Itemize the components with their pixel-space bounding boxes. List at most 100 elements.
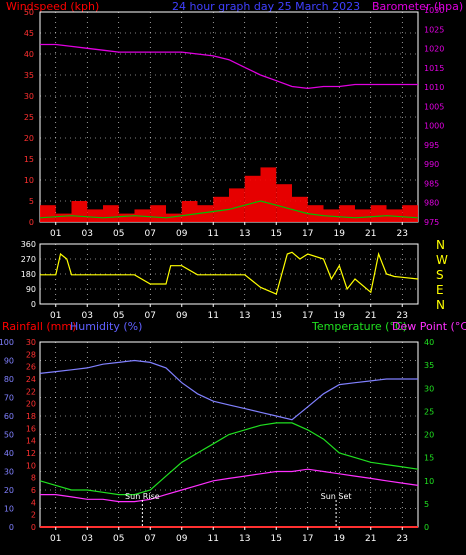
- rain-y-tick: 18: [26, 412, 36, 421]
- baro-y-tick: 1015: [424, 64, 444, 73]
- rain-y-tick: 12: [26, 449, 36, 458]
- windspeed-bar: [213, 196, 229, 222]
- x-tick-label: 17: [302, 311, 313, 321]
- windspeed-bar: [71, 201, 88, 222]
- humidity-y-tick: 90: [4, 357, 14, 366]
- wind-y-tick: 30: [24, 92, 34, 101]
- rain-y-tick: 22: [26, 387, 36, 396]
- plot-frame: [39, 243, 419, 305]
- x-tick-label: 09: [176, 534, 188, 544]
- wind-y-tick: 15: [24, 155, 34, 164]
- rain-y-tick: 2: [31, 511, 36, 520]
- baro-y-tick: 1025: [424, 25, 444, 34]
- wind-direction-line: [40, 251, 419, 295]
- baro-y-tick: 980: [424, 199, 439, 208]
- x-tick-label: 07: [145, 229, 156, 239]
- x-tick-label: 19: [334, 534, 346, 544]
- windspeed-bar: [276, 184, 292, 222]
- baro-y-tick: 995: [424, 141, 439, 150]
- direction-y-tick: 0: [31, 300, 36, 309]
- dewpoint-axis-label: Dew Point (°C): [392, 320, 466, 333]
- x-tick-label: 07: [145, 311, 156, 321]
- windspeed-bar: [402, 205, 418, 222]
- x-tick-label: 05: [113, 534, 124, 544]
- temperature-y-tick: 5: [424, 500, 429, 509]
- humidity-y-tick: 100: [0, 338, 14, 347]
- rain-y-tick: 14: [26, 437, 36, 446]
- x-tick-label: 19: [334, 311, 346, 321]
- x-tick-label: 17: [302, 534, 313, 544]
- x-tick-label: 01: [50, 534, 61, 544]
- sunset-label: Sun Set: [321, 492, 352, 501]
- x-tick-label: 03: [82, 534, 93, 544]
- x-tick-label: 07: [145, 534, 156, 544]
- sunrise-label: Sun Rise: [125, 492, 160, 501]
- x-tick-label: 13: [239, 229, 250, 239]
- windspeed-bar: [260, 167, 277, 222]
- windspeed-bar: [229, 188, 245, 222]
- x-tick-label: 05: [113, 311, 124, 321]
- wind-y-tick: 25: [24, 113, 34, 122]
- windspeed-bar: [370, 205, 387, 222]
- direction-y-tick: 270: [21, 255, 36, 264]
- compass-label: N: [436, 298, 445, 312]
- windspeed-axis-label: Windspeed (kph): [6, 0, 99, 13]
- humidity-y-tick: 30: [4, 468, 14, 477]
- compass-label: S: [436, 268, 444, 282]
- x-tick-label: 11: [208, 534, 219, 544]
- wind-y-tick: 10: [24, 176, 34, 185]
- baro-y-tick: 1005: [424, 102, 444, 111]
- rain-y-tick: 30: [26, 338, 36, 347]
- x-tick-label: 21: [365, 311, 376, 321]
- x-tick-label: 15: [271, 534, 282, 544]
- rain-humidity-temp-panel: 0102030405060708090100024681012141618202…: [0, 338, 434, 544]
- rain-y-tick: 10: [26, 461, 36, 470]
- x-tick-label: 11: [208, 311, 219, 321]
- wind-y-tick: 50: [24, 8, 34, 17]
- rain-y-tick: 26: [26, 363, 36, 372]
- x-tick-label: 19: [334, 229, 346, 239]
- temperature-y-tick: 20: [424, 431, 434, 440]
- baro-y-tick: 985: [424, 179, 439, 188]
- temperature-y-tick: 10: [424, 477, 434, 486]
- wind-baro-panel: 0510152025303540455097598098599099510001…: [24, 6, 445, 239]
- humidity-y-tick: 80: [4, 375, 14, 384]
- x-tick-label: 15: [271, 311, 282, 321]
- compass-label: N: [436, 238, 445, 252]
- x-tick-label: 21: [365, 229, 376, 239]
- temperature-y-tick: 40: [424, 338, 434, 347]
- rain-y-tick: 16: [26, 424, 36, 433]
- wind-y-tick: 0: [29, 218, 34, 227]
- x-tick-label: 03: [82, 229, 93, 239]
- baro-y-tick: 1010: [424, 83, 444, 92]
- rain-y-tick: 28: [26, 350, 36, 359]
- x-tick-label: 23: [397, 229, 408, 239]
- x-tick-label: 17: [302, 229, 313, 239]
- windspeed-bar: [307, 205, 324, 222]
- compass-label: W: [436, 253, 448, 267]
- wind-y-tick: 35: [24, 71, 34, 80]
- windspeed-bar: [292, 196, 308, 222]
- rainfall-axis-label: Rainfall (mm): [2, 320, 76, 333]
- windspeed-bar: [103, 205, 119, 222]
- x-tick-label: 05: [113, 229, 124, 239]
- windspeed-bar: [181, 201, 198, 222]
- windspeed-bar: [40, 205, 56, 222]
- windspeed-bar: [87, 209, 103, 222]
- x-tick-label: 03: [82, 311, 93, 321]
- windspeed-bar: [150, 205, 166, 222]
- x-tick-label: 15: [271, 229, 282, 239]
- temperature-y-tick: 0: [424, 523, 429, 532]
- windspeed-bar: [197, 205, 214, 222]
- wind-y-tick: 40: [24, 50, 34, 59]
- temperature-line: [39, 422, 419, 496]
- windspeed-bar: [55, 213, 72, 222]
- rain-y-tick: 6: [31, 486, 36, 495]
- direction-y-tick: 360: [21, 240, 36, 249]
- humidity-y-tick: 70: [4, 394, 14, 403]
- humidity-y-tick: 60: [4, 412, 14, 421]
- average-wind-line: [39, 200, 419, 219]
- rain-y-tick: 4: [31, 498, 36, 507]
